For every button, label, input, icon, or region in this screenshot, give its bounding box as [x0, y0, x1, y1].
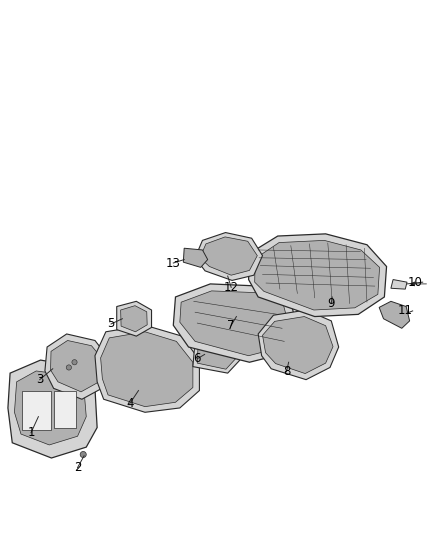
Text: 2: 2	[74, 461, 81, 474]
Polygon shape	[173, 284, 297, 362]
Polygon shape	[258, 310, 339, 379]
Polygon shape	[180, 291, 290, 356]
Polygon shape	[193, 341, 240, 373]
Polygon shape	[379, 301, 410, 328]
Polygon shape	[45, 334, 110, 399]
Text: 4: 4	[126, 397, 134, 410]
Text: 8: 8	[283, 365, 290, 378]
Polygon shape	[254, 240, 380, 310]
Text: 12: 12	[224, 281, 239, 294]
Polygon shape	[197, 345, 236, 369]
Polygon shape	[101, 332, 193, 407]
Circle shape	[72, 360, 77, 365]
Text: 5: 5	[107, 318, 115, 330]
Polygon shape	[391, 279, 407, 289]
Polygon shape	[262, 317, 333, 374]
Text: 9: 9	[328, 297, 335, 310]
Polygon shape	[200, 237, 257, 275]
Polygon shape	[8, 360, 97, 458]
Polygon shape	[184, 248, 208, 268]
Polygon shape	[50, 341, 105, 392]
Polygon shape	[120, 305, 147, 332]
Text: 10: 10	[408, 276, 423, 289]
Text: 3: 3	[36, 373, 43, 386]
Bar	[53, 391, 76, 427]
Text: 13: 13	[166, 256, 181, 270]
Text: 6: 6	[194, 352, 201, 365]
Circle shape	[66, 365, 71, 370]
Circle shape	[80, 451, 86, 457]
Text: 1: 1	[27, 426, 35, 439]
Text: 11: 11	[398, 304, 413, 317]
Polygon shape	[14, 371, 86, 445]
Polygon shape	[249, 234, 387, 317]
Text: 7: 7	[227, 319, 235, 332]
Bar	[22, 391, 50, 430]
Polygon shape	[95, 325, 199, 413]
Polygon shape	[195, 232, 262, 280]
Polygon shape	[117, 301, 152, 336]
